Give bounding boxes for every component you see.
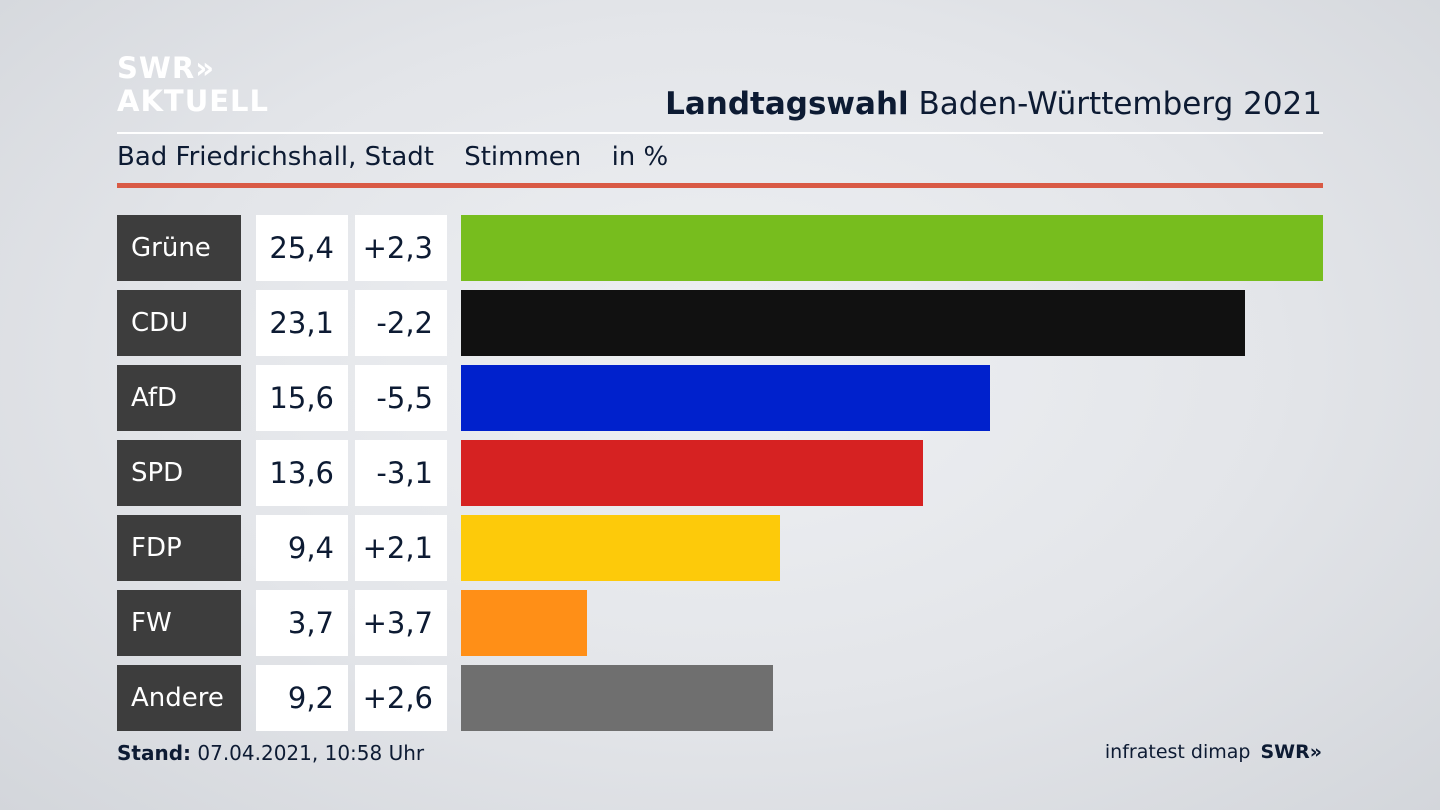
- vote-share-value: 9,2: [256, 665, 348, 731]
- source-credit: infratest dimap SWR»: [1105, 741, 1322, 763]
- vote-share-value: 13,6: [256, 440, 348, 506]
- bar-row: Grüne 25,4 +2,3: [117, 215, 1323, 281]
- stand-value: 07.04.2021, 10:58 Uhr: [191, 741, 425, 765]
- change-value: +2,3: [355, 215, 447, 281]
- bar: [461, 290, 1245, 356]
- logo-line-1: SWR»: [117, 51, 215, 85]
- party-label: SPD: [117, 440, 241, 506]
- bar-row: FW 3,7 +3,7: [117, 590, 1323, 656]
- subtitle-measure: Stimmen: [464, 142, 582, 172]
- bar: [461, 665, 773, 731]
- vote-share-value: 9,4: [256, 515, 348, 581]
- logo-line-2: AKTUELL: [117, 84, 270, 118]
- party-label: CDU: [117, 290, 241, 356]
- timestamp: Stand: 07.04.2021, 10:58 Uhr: [117, 741, 424, 765]
- party-label: AfD: [117, 365, 241, 431]
- vote-share-value: 23,1: [256, 290, 348, 356]
- bar-row: CDU 23,1 -2,2: [117, 290, 1323, 356]
- vote-share-value: 3,7: [256, 590, 348, 656]
- party-label: FDP: [117, 515, 241, 581]
- party-label: Grüne: [117, 215, 241, 281]
- bar-row: Andere 9,2 +2,6: [117, 665, 1323, 731]
- change-value: +2,1: [355, 515, 447, 581]
- subtitle-unit: in %: [611, 142, 669, 172]
- subtitle-place: Bad Friedrichshall, Stadt: [117, 142, 434, 172]
- change-value: -2,2: [355, 290, 447, 356]
- header-divider: [117, 132, 1323, 134]
- accent-divider: [117, 183, 1323, 188]
- change-value: +2,6: [355, 665, 447, 731]
- chart-title-rest: Baden-Württemberg 2021: [908, 86, 1323, 122]
- bar-row: AfD 15,6 -5,5: [117, 365, 1323, 431]
- party-label: Andere: [117, 665, 241, 731]
- bar: [461, 590, 587, 656]
- party-label: FW: [117, 590, 241, 656]
- chart-subtitle: Bad Friedrichshall, Stadt Stimmen in %: [117, 142, 690, 172]
- vote-share-value: 25,4: [256, 215, 348, 281]
- bar: [461, 215, 1323, 281]
- bar-row: FDP 9,4 +2,1: [117, 515, 1323, 581]
- change-value: +3,7: [355, 590, 447, 656]
- vote-share-value: 15,6: [256, 365, 348, 431]
- change-value: -3,1: [355, 440, 447, 506]
- chart-title-bold: Landtagswahl: [665, 86, 909, 122]
- bar: [461, 440, 923, 506]
- swr-brand: SWR»: [1260, 741, 1322, 763]
- bar: [461, 365, 990, 431]
- change-value: -5,5: [355, 365, 447, 431]
- bar-row: SPD 13,6 -3,1: [117, 440, 1323, 506]
- stand-label: Stand:: [117, 741, 192, 765]
- bar: [461, 515, 780, 581]
- chart-title: Landtagswahl Baden-Württemberg 2021: [665, 86, 1322, 122]
- source-name: infratest dimap: [1104, 741, 1251, 763]
- swr-aktuell-logo: SWR» AKTUELL: [117, 54, 269, 116]
